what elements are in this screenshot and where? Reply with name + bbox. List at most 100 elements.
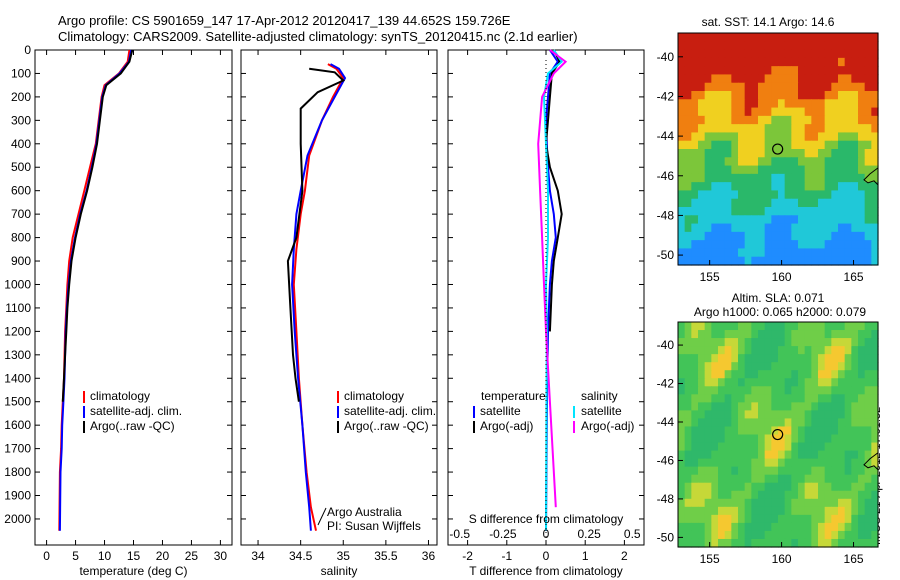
sst_map-heatmap-cell (724, 157, 732, 167)
sla_map-heatmap-cell (818, 434, 826, 444)
sst_map-heatmap-cell (784, 182, 792, 192)
sst_map-heatmap-cell (678, 173, 686, 183)
sst_map-heatmap-cell (691, 190, 699, 200)
sla_map-heatmap-cell (871, 402, 879, 411)
sla_map-heatmap-cell (724, 450, 732, 460)
sla_map-heatmap-cell (744, 474, 752, 484)
sst_map-heatmap-cell (758, 132, 766, 142)
sla_map-heatmap-cell (784, 450, 792, 460)
sla_map-heatmap-cell (818, 474, 826, 484)
difference-x-tick-label: -1 (501, 549, 512, 563)
sla_map-heatmap-cell (804, 530, 812, 540)
sst_map-heatmap-cell (838, 149, 846, 158)
sla_map-heatmap-cell (824, 322, 832, 331)
sst_map-heatmap-cell (778, 207, 786, 216)
sla_map-x-tick-label: 155 (700, 552, 720, 566)
sst_map-heatmap-cell (691, 99, 699, 109)
sst_map-heatmap-cell (678, 74, 686, 84)
sst_map-heatmap-cell (838, 231, 846, 241)
sst_map-heatmap-cell (838, 74, 846, 84)
sla_map-heatmap-cell (704, 426, 712, 436)
sst_map-heatmap-cell (791, 215, 799, 225)
sla_map-heatmap-cell (758, 322, 766, 331)
sla_map-heatmap-cell (844, 418, 852, 428)
sla_map-heatmap-cell (811, 450, 819, 460)
sst_map-heatmap-cell (738, 124, 746, 134)
sst_map-heatmap-cell (731, 82, 739, 92)
sla_map-heatmap-cell (864, 346, 872, 355)
sst_map-heatmap-cell (751, 190, 759, 200)
sla_map-heatmap-cell (804, 322, 812, 331)
sst_map-heatmap-cell (851, 115, 859, 125)
sst_map-heatmap-cell (844, 115, 852, 125)
sst_map-heatmap-cell (711, 124, 719, 134)
sst_map-heatmap-cell (691, 223, 699, 233)
sla_map-heatmap-cell (691, 418, 699, 428)
sla_map-heatmap-cell (798, 506, 806, 516)
sst_map-heatmap-cell (744, 140, 752, 150)
sla_map-heatmap-cell (751, 354, 759, 363)
sla_map-heatmap-cell (758, 506, 766, 516)
sst_map-heatmap-cell (818, 124, 826, 134)
sst_map-y-tick-label: -46 (657, 169, 675, 183)
sla_map-heatmap-cell (871, 362, 879, 371)
sla_map-heatmap-cell (751, 522, 759, 532)
sst_map-heatmap-cell (771, 215, 779, 225)
sst_map-heatmap-cell (871, 207, 879, 216)
sst_map-heatmap-cell (691, 157, 699, 167)
sst_map-heatmap-cell (798, 240, 806, 250)
sla_map-heatmap-cell (718, 346, 726, 355)
sst_map-heatmap-cell (764, 157, 772, 167)
sst_map-heatmap-cell (818, 132, 826, 142)
temperature-y-tick-label: 1900 (4, 489, 31, 503)
sst_map-heatmap-cell (684, 41, 692, 51)
sst_map-heatmap-cell (838, 99, 846, 109)
sst_map-heatmap-cell (778, 33, 786, 42)
sla_map-heatmap-cell (698, 474, 706, 484)
sst_map-heatmap-cell (864, 248, 872, 258)
sla_map-heatmap-cell (871, 466, 879, 476)
sst_map-heatmap-cell (744, 173, 752, 183)
sla_map-heatmap-cell (804, 450, 812, 460)
difference-series-line (537, 49, 568, 508)
sla_map-heatmap-cell (784, 498, 792, 508)
sla_map-heatmap-cell (864, 450, 872, 460)
sla_map-heatmap-cell (864, 330, 872, 339)
sst_map-heatmap-cell (704, 107, 712, 117)
sla_map-heatmap-cell (811, 466, 819, 476)
sla_map-heatmap-cell (691, 402, 699, 411)
sla_map-heatmap-cell (744, 514, 752, 524)
sla_map-heatmap-cell (771, 450, 779, 460)
sla_map-heatmap-cell (844, 498, 852, 508)
sst_map-heatmap-cell (858, 149, 866, 158)
sst_map-heatmap-cell (718, 165, 726, 175)
sla_map-heatmap-cell (691, 434, 699, 444)
sst_map-heatmap-cell (751, 140, 759, 150)
sla_map-heatmap-cell (704, 522, 712, 532)
sst_map-heatmap-cell (851, 157, 859, 167)
sst_map-heatmap-cell (811, 231, 819, 241)
sst_map-heatmap-cell (698, 190, 706, 200)
sla_map-heatmap-cells (678, 322, 879, 548)
sla_map-heatmap-cell (844, 530, 852, 540)
sst_map-heatmap-cell (718, 157, 726, 167)
sla_map-heatmap-cell (791, 322, 799, 331)
sla_map-heatmap-cell (811, 490, 819, 500)
sst_map-heatmap-cell (844, 140, 852, 150)
sst_map-heatmap-cell (764, 99, 772, 109)
sst_map-heatmap-cell (704, 115, 712, 125)
sla_map-heatmap-cell (858, 474, 866, 484)
sst_map-heatmap-cell (724, 215, 732, 225)
sst_map-heatmap-cell (851, 66, 859, 76)
sst_map-heatmap-cell (758, 57, 766, 67)
sla_map-heatmap-cell (851, 426, 859, 436)
sst_map-heatmap-cell (778, 107, 786, 117)
sst_map-heatmap-cell (864, 66, 872, 76)
sst_map-heatmap-cell (824, 198, 832, 208)
sla_map-heatmap-cell (798, 346, 806, 355)
sla_map-heatmap-cell (724, 434, 732, 444)
sla_map-heatmap-cell (711, 442, 719, 452)
sst_map-heatmap-cell (798, 99, 806, 109)
sst_map-heatmap-cell (738, 82, 746, 92)
sst_map-heatmap-cell (818, 82, 826, 92)
